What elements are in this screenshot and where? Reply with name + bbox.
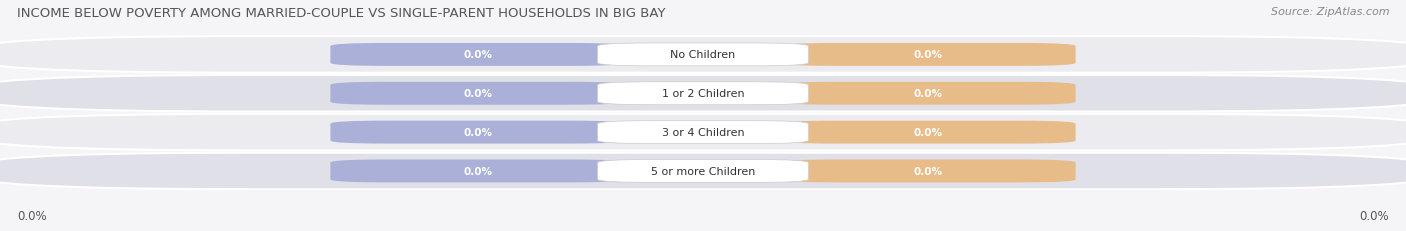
Text: 0.0%: 0.0% (914, 50, 942, 60)
Text: 0.0%: 0.0% (464, 89, 492, 99)
FancyBboxPatch shape (598, 121, 808, 144)
Text: 0.0%: 0.0% (914, 89, 942, 99)
Text: Source: ZipAtlas.com: Source: ZipAtlas.com (1271, 7, 1389, 17)
Text: 0.0%: 0.0% (914, 166, 942, 176)
Text: 0.0%: 0.0% (17, 209, 46, 222)
FancyBboxPatch shape (780, 121, 1076, 144)
Text: 3 or 4 Children: 3 or 4 Children (662, 128, 744, 137)
FancyBboxPatch shape (330, 160, 626, 183)
FancyBboxPatch shape (780, 44, 1076, 67)
FancyBboxPatch shape (330, 44, 626, 67)
FancyBboxPatch shape (0, 153, 1406, 189)
Text: 1 or 2 Children: 1 or 2 Children (662, 89, 744, 99)
FancyBboxPatch shape (0, 76, 1406, 112)
Text: 0.0%: 0.0% (464, 50, 492, 60)
Text: 5 or more Children: 5 or more Children (651, 166, 755, 176)
FancyBboxPatch shape (0, 37, 1406, 73)
FancyBboxPatch shape (598, 82, 808, 105)
FancyBboxPatch shape (330, 82, 626, 105)
FancyBboxPatch shape (330, 121, 626, 144)
Text: 0.0%: 0.0% (1360, 209, 1389, 222)
Text: 0.0%: 0.0% (464, 128, 492, 137)
FancyBboxPatch shape (780, 160, 1076, 183)
Text: INCOME BELOW POVERTY AMONG MARRIED-COUPLE VS SINGLE-PARENT HOUSEHOLDS IN BIG BAY: INCOME BELOW POVERTY AMONG MARRIED-COUPL… (17, 7, 665, 20)
FancyBboxPatch shape (780, 82, 1076, 105)
FancyBboxPatch shape (598, 44, 808, 67)
FancyBboxPatch shape (598, 160, 808, 183)
Text: 0.0%: 0.0% (914, 128, 942, 137)
Text: 0.0%: 0.0% (464, 166, 492, 176)
Text: No Children: No Children (671, 50, 735, 60)
FancyBboxPatch shape (0, 114, 1406, 151)
